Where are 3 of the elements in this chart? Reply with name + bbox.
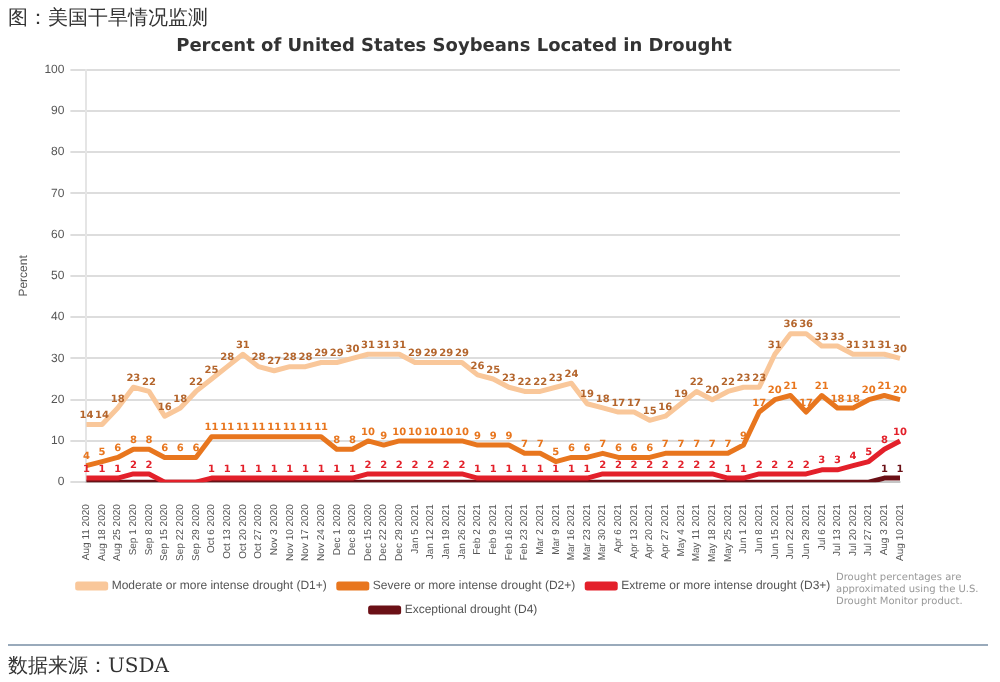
- chart-title: Percent of United States Soybeans Located in Drought: [176, 37, 734, 58]
- chart-subtitle: 图：美国干旱情况监测: [8, 5, 208, 32]
- source-note: 数据来源：USDA: [8, 644, 988, 680]
